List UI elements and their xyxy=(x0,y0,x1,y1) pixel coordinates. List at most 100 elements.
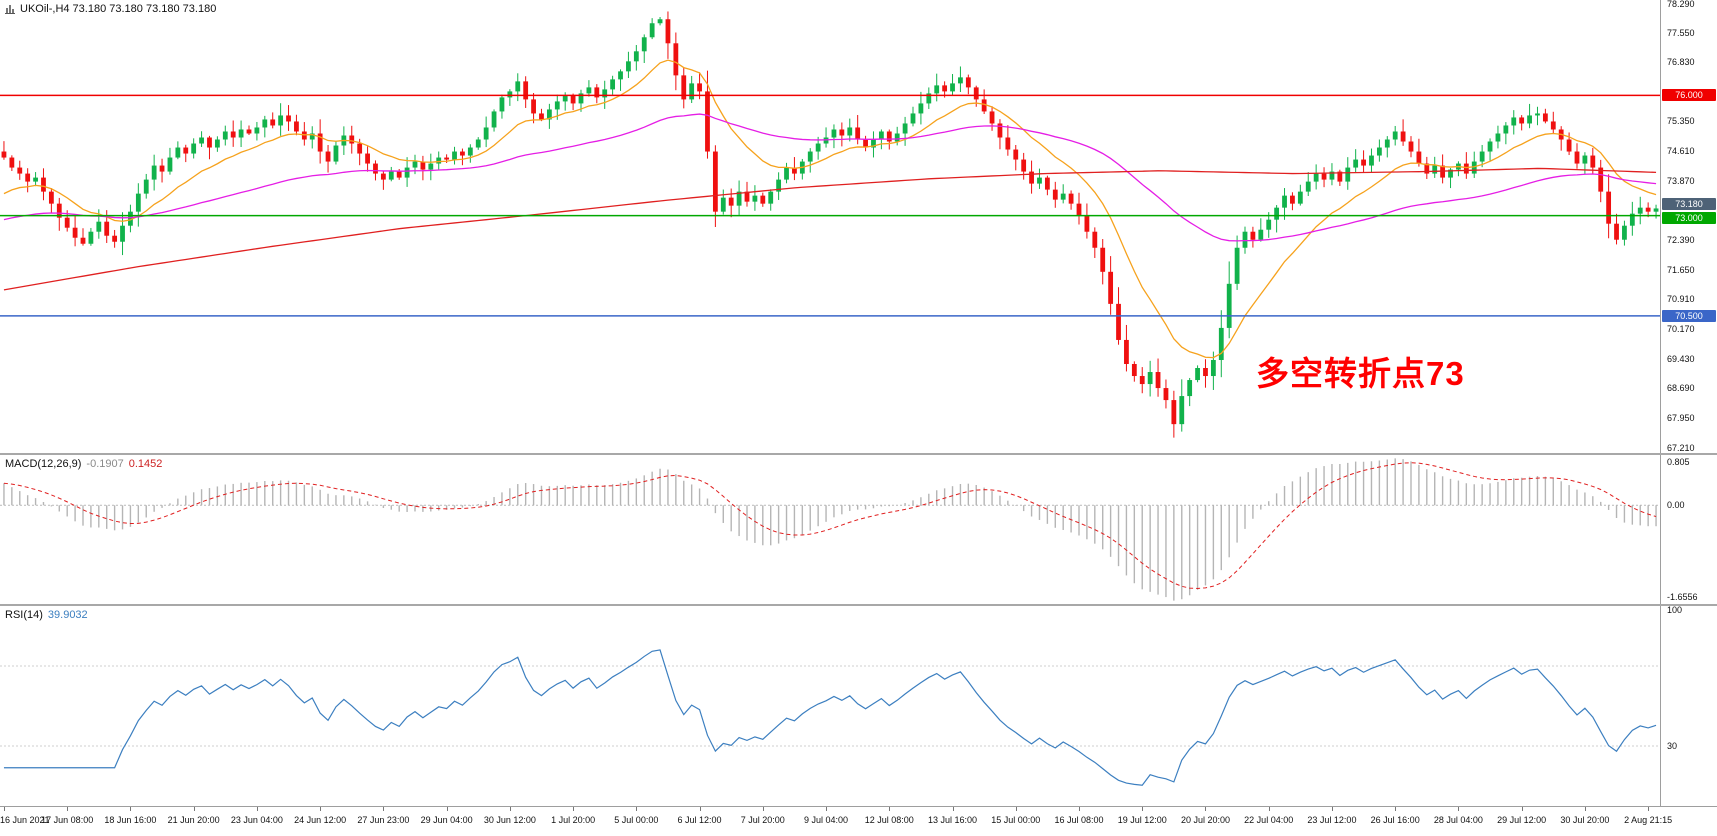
time-tick xyxy=(67,807,69,811)
candle-down xyxy=(1005,137,1011,150)
candle-down xyxy=(1044,177,1050,190)
candle-down xyxy=(1519,117,1525,124)
time-label: 23 Jul 12:00 xyxy=(1307,815,1357,825)
time-label: 30 Jun 12:00 xyxy=(483,815,536,825)
candle-down xyxy=(665,19,671,44)
candle-up xyxy=(333,145,339,162)
price-pane[interactable]: UKOil-,H4 73.180 73.180 73.180 73.180 多空… xyxy=(0,0,1660,453)
candle-down xyxy=(1250,231,1256,240)
candle-up xyxy=(815,143,821,152)
candle-up xyxy=(143,179,149,194)
candle-up xyxy=(807,151,813,162)
candle-down xyxy=(64,217,70,228)
macd-signal-value: 0.1452 xyxy=(128,458,163,470)
candle-down xyxy=(981,99,987,112)
ma-line-slow-trend-ma xyxy=(3,167,1657,291)
candle-down xyxy=(997,123,1003,138)
candle-up xyxy=(1266,219,1272,230)
candle-up xyxy=(641,37,647,52)
candle-up xyxy=(776,179,782,192)
candle-down xyxy=(1092,231,1098,248)
time-label: 6 Jul 12:00 xyxy=(677,815,722,825)
candle-up xyxy=(1392,131,1398,140)
time-tick xyxy=(762,807,764,811)
candle-up xyxy=(918,103,924,114)
candle-down xyxy=(159,165,165,172)
candle-up xyxy=(1060,193,1066,200)
time-tick xyxy=(636,807,638,811)
candle-up xyxy=(33,177,38,182)
candle-up xyxy=(626,61,631,72)
time-label: 28 Jul 04:00 xyxy=(1433,815,1483,825)
time-tick xyxy=(889,807,891,811)
price-tick: 71.650 xyxy=(1667,264,1695,275)
candle-up xyxy=(262,119,268,128)
time-label: 27 Jun 23:00 xyxy=(357,815,410,825)
candle-down xyxy=(855,127,861,140)
price-tick: 75.350 xyxy=(1667,116,1695,127)
time-tick xyxy=(952,807,954,811)
candle-up xyxy=(1376,147,1382,156)
candle-down xyxy=(1416,151,1422,164)
candle-down xyxy=(41,177,46,192)
time-label: 15 Jul 00:00 xyxy=(991,815,1041,825)
candle-up xyxy=(554,101,560,110)
chart-title: UKOil-,H4 73.180 73.180 73.180 73.180 xyxy=(5,3,216,15)
macd-label-text: MACD(12,26,9) xyxy=(5,458,82,470)
candle-down xyxy=(989,111,995,124)
candle-up xyxy=(475,139,481,148)
time-label: 26 Jul 16:00 xyxy=(1370,815,1420,825)
candle-up xyxy=(1369,155,1374,166)
candle-up xyxy=(633,51,639,62)
macd-pane[interactable]: MACD(12,26,9) -0.1907 0.1452 xyxy=(0,455,1660,604)
candle-down xyxy=(17,167,23,174)
candle-up xyxy=(1037,177,1042,184)
candle-up xyxy=(1637,207,1643,214)
candle-up xyxy=(586,87,592,94)
candle-down xyxy=(1614,223,1619,240)
candle-up xyxy=(958,77,963,84)
candle-up xyxy=(452,151,457,160)
time-axis[interactable]: 16 Jun 2021 17 Jun 08:00 18 Jun 16:00 21 Ju… xyxy=(0,806,1717,836)
candle-up xyxy=(309,133,315,140)
candle-down xyxy=(539,113,544,120)
time-label: 23 Jun 04:00 xyxy=(230,815,283,825)
price-tick: 67.210 xyxy=(1667,442,1695,453)
time-label: 20 Jul 20:00 xyxy=(1180,815,1230,825)
rsi-pane[interactable]: RSI(14) 39.9032 xyxy=(0,606,1660,806)
candle-up xyxy=(902,123,908,134)
candle-up xyxy=(1210,359,1216,377)
time-tick xyxy=(1458,807,1460,811)
macd-chart-canvas[interactable] xyxy=(0,455,1660,604)
candle-up xyxy=(1242,231,1248,248)
price-axis[interactable]: 78.290 77.550 76.830 75.350 74.610 73.870 72.3… xyxy=(1660,0,1717,806)
candle-up xyxy=(1274,207,1280,220)
candle-up xyxy=(546,109,552,120)
candle-down xyxy=(863,139,868,148)
candle-up xyxy=(1179,396,1185,425)
price-chart-canvas[interactable] xyxy=(0,0,1660,453)
candle-down xyxy=(48,191,54,204)
candle-up xyxy=(1234,247,1240,284)
candle-up xyxy=(515,81,521,92)
candle-up xyxy=(238,129,244,138)
candle-down xyxy=(365,153,370,164)
candle-down xyxy=(1203,368,1208,377)
pane-splitter-rsi[interactable] xyxy=(0,604,1717,606)
rsi-chart-canvas[interactable] xyxy=(0,606,1660,806)
candle-down xyxy=(1068,193,1074,204)
candle-up xyxy=(120,225,125,242)
time-tick xyxy=(1648,807,1650,811)
candle-down xyxy=(230,131,236,138)
rsi-label-text: RSI(14) xyxy=(5,609,43,621)
candle-up xyxy=(254,127,260,134)
price-level-badge-support: 70.500 xyxy=(1662,309,1716,322)
rsi-axis-tick: 30 xyxy=(1667,741,1678,751)
pane-splitter-macd[interactable] xyxy=(0,453,1717,455)
candle-down xyxy=(1163,388,1169,401)
candle-down xyxy=(697,83,702,92)
price-tick: 76.830 xyxy=(1667,57,1695,68)
candle-down xyxy=(1321,173,1327,180)
candle-down xyxy=(301,131,307,140)
candle-down xyxy=(1361,159,1366,166)
